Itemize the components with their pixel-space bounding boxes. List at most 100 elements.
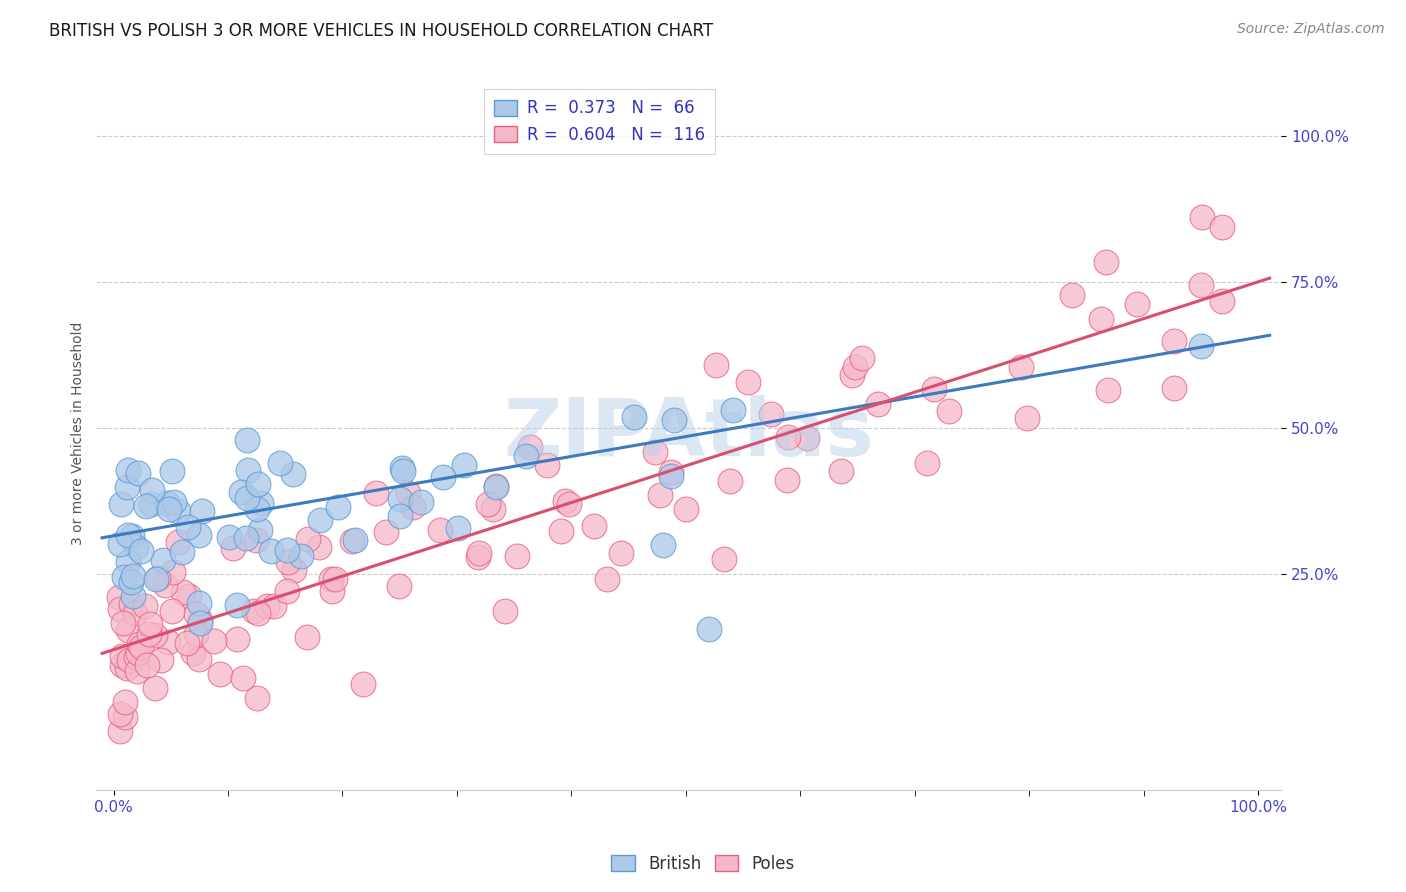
Point <box>156 635 179 649</box>
Point <box>659 469 682 483</box>
Point <box>166 504 188 518</box>
Point <box>704 358 727 372</box>
Point <box>229 485 252 500</box>
Point <box>127 646 149 660</box>
Point <box>713 551 735 566</box>
Point <box>153 578 176 592</box>
Point <box>1090 312 1112 326</box>
Point <box>263 599 285 614</box>
Point <box>152 553 174 567</box>
Point <box>148 572 170 586</box>
Point <box>121 589 143 603</box>
Point <box>131 640 153 654</box>
Point <box>108 591 131 605</box>
Point <box>110 707 132 722</box>
Point <box>1060 288 1083 302</box>
Point <box>353 677 375 691</box>
Point <box>308 540 330 554</box>
Point <box>150 653 173 667</box>
Point <box>110 537 132 551</box>
Point <box>183 647 205 661</box>
Point <box>111 657 134 672</box>
Point <box>167 535 190 549</box>
Point <box>1211 219 1233 234</box>
Point <box>481 502 503 516</box>
Point <box>277 556 299 570</box>
Text: Source: ZipAtlas.com: Source: ZipAtlas.com <box>1237 22 1385 37</box>
Point <box>1189 339 1212 353</box>
Point <box>145 628 167 642</box>
Point <box>536 458 558 473</box>
Point <box>290 549 312 563</box>
Point <box>554 494 576 508</box>
Point <box>402 500 425 514</box>
Point <box>596 572 619 586</box>
Point <box>208 666 231 681</box>
Point <box>110 648 132 663</box>
Point <box>610 546 633 560</box>
Point <box>114 696 136 710</box>
Point <box>323 573 346 587</box>
Point <box>276 543 298 558</box>
Point <box>737 376 759 390</box>
Point <box>139 497 162 511</box>
Point <box>1163 381 1185 395</box>
Point <box>830 464 852 478</box>
Point <box>245 533 267 547</box>
Point <box>844 360 866 375</box>
Point <box>1189 277 1212 292</box>
Point <box>225 599 247 613</box>
Point <box>659 465 682 479</box>
Point <box>125 540 148 554</box>
Point <box>184 607 207 622</box>
Point <box>938 404 960 418</box>
Point <box>505 549 527 563</box>
Point <box>396 486 419 500</box>
Point <box>250 495 273 509</box>
Point <box>172 545 194 559</box>
Point <box>866 397 889 411</box>
Point <box>321 583 343 598</box>
Point <box>446 521 468 535</box>
Point <box>297 630 319 644</box>
Point <box>176 636 198 650</box>
Point <box>1163 334 1185 349</box>
Point <box>187 528 209 542</box>
Point <box>675 501 697 516</box>
Point <box>364 485 387 500</box>
Point <box>120 575 142 590</box>
Point <box>127 664 149 678</box>
Point <box>308 513 330 527</box>
Point <box>281 467 304 482</box>
Point <box>249 523 271 537</box>
Point <box>122 569 145 583</box>
Point <box>718 474 741 488</box>
Point <box>1097 383 1119 397</box>
Point <box>117 463 139 477</box>
Point <box>118 653 141 667</box>
Point <box>644 445 666 459</box>
Point <box>652 538 675 552</box>
Point <box>246 477 269 491</box>
Point <box>125 650 148 665</box>
Point <box>256 599 278 613</box>
Point <box>145 572 167 586</box>
Point <box>915 456 938 470</box>
Point <box>243 604 266 618</box>
Point <box>1017 411 1039 425</box>
Point <box>160 604 183 618</box>
Point <box>388 492 411 507</box>
Point <box>156 496 179 510</box>
Point <box>485 480 508 494</box>
Text: ZIPAtlas: ZIPAtlas <box>503 394 875 473</box>
Point <box>340 534 363 549</box>
Point <box>115 480 138 494</box>
Point <box>776 430 799 444</box>
Point <box>218 530 240 544</box>
Point <box>117 528 139 542</box>
Point <box>697 622 720 636</box>
Point <box>236 463 259 477</box>
Point <box>188 652 211 666</box>
Point <box>129 543 152 558</box>
Point <box>1095 254 1118 268</box>
